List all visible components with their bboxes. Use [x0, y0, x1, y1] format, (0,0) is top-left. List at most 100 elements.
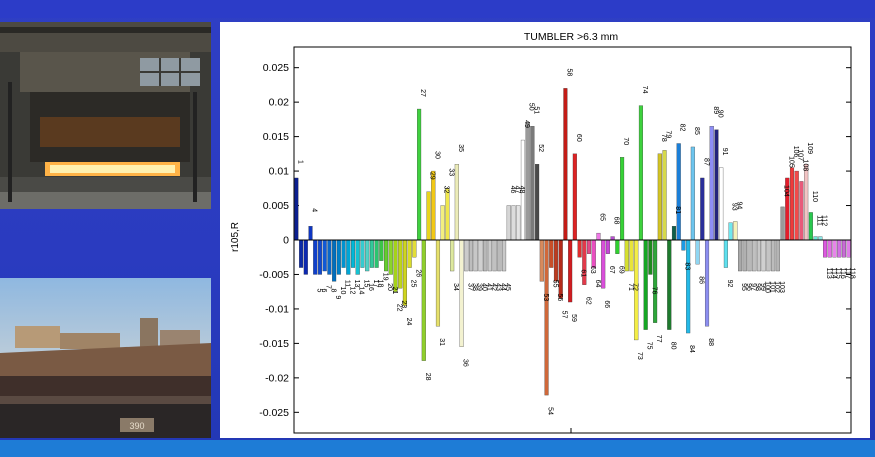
bar-annotation: 9: [334, 295, 341, 299]
y-tick-label: -0.01: [265, 303, 289, 315]
bar-annotation: 110: [811, 191, 818, 202]
bar: [747, 239, 752, 272]
bar: [638, 105, 643, 241]
bar-annotation: 65: [598, 213, 605, 221]
bar-annotation: 40: [480, 283, 487, 291]
bar-annotation: 57: [561, 311, 568, 319]
bar-annotation: 87: [702, 158, 709, 166]
bar-annotation: 41: [485, 283, 492, 291]
bar: [407, 239, 412, 268]
bar-annotation: 97: [750, 283, 757, 291]
bar: [421, 239, 426, 361]
bar-annotation: 108: [801, 160, 808, 172]
bar-annotation: 34: [452, 283, 459, 291]
bar-annotation: 7: [325, 285, 332, 289]
bar: [435, 239, 441, 327]
bar-annotation: 18: [377, 280, 384, 288]
bar: [355, 239, 360, 275]
bar: [341, 239, 346, 268]
bar-annotation: 55: [551, 280, 558, 288]
bar-annotation: 19: [381, 273, 388, 281]
bar: [596, 232, 601, 241]
bar-annotation: 50: [528, 103, 535, 111]
bar: [752, 239, 757, 272]
bar-annotation: 112: [820, 215, 827, 226]
bar: [398, 239, 403, 289]
bar-annotation: 91: [721, 148, 728, 156]
bar-annotation: 31: [438, 338, 445, 346]
bar: [719, 167, 724, 241]
bar-annotation: 26: [414, 269, 421, 277]
bar-annotation: 14: [358, 287, 365, 295]
bar: [402, 239, 407, 306]
bar-annotation: 109: [806, 142, 813, 154]
y-tick-label: 0.02: [269, 97, 290, 109]
bar-annotation: 105: [787, 156, 794, 168]
bar: [539, 239, 544, 282]
bar-annotation: 80: [669, 342, 676, 350]
bar: [473, 239, 478, 272]
bar: [374, 239, 379, 268]
bar: [478, 239, 483, 272]
bar: [846, 239, 851, 258]
bar: [808, 212, 813, 241]
bar: [492, 239, 497, 272]
bar: [818, 236, 823, 241]
bar-annotation: 27: [419, 89, 426, 97]
bar-annotation: 69: [617, 266, 624, 274]
bar: [582, 239, 587, 285]
bar-annotation: 73: [636, 352, 643, 360]
x-tick-label: 105: [562, 436, 580, 438]
bar: [535, 164, 540, 241]
bar-annotation: 118: [849, 268, 856, 279]
bar-annotation: 28: [424, 373, 431, 381]
bar-annotation: 70: [622, 137, 629, 145]
bar: [412, 239, 417, 258]
bar: [572, 153, 577, 241]
bar: [714, 129, 719, 241]
bar-annotation: 52: [537, 144, 544, 152]
bar: [487, 239, 492, 272]
slide-bottom-band: [0, 440, 875, 457]
bar-annotation: 5: [315, 289, 322, 293]
bar: [629, 239, 634, 272]
bar-annotation: 78: [660, 134, 667, 142]
bar-annotation: 42: [490, 283, 497, 291]
bar: [445, 188, 450, 241]
bar-annotation: 12: [348, 287, 355, 295]
y-tick-label: 0.005: [263, 200, 289, 212]
bar-annotation: 17: [372, 280, 379, 288]
bar-annotation: 13: [353, 280, 360, 288]
bar: [577, 239, 582, 258]
bar: [827, 239, 832, 258]
bar: [544, 239, 549, 396]
bar-annotation: 29: [429, 172, 436, 180]
bar-annotation: 43: [495, 283, 502, 291]
sinter-machine-photo: [0, 22, 211, 209]
bar: [350, 239, 356, 268]
bar: [426, 191, 431, 241]
bar: [610, 236, 615, 241]
bar-annotation: 64: [594, 280, 601, 288]
y-tick-label: 0.015: [263, 131, 289, 143]
bar-annotation: 20: [386, 283, 393, 291]
bar-annotation: 24: [405, 318, 412, 326]
bar-annotation: 60: [575, 134, 582, 142]
bar-annotation: 79: [665, 130, 672, 138]
bar-annotation: 21: [391, 287, 398, 295]
bar-annotation: 35: [457, 144, 464, 152]
bar: [837, 239, 842, 258]
bar: [563, 88, 568, 241]
bar-annotation: 47: [513, 186, 520, 194]
y-tick-label: 0.01: [269, 166, 290, 178]
y-axis-label: r105,R: [230, 222, 241, 252]
bar-annotation: 51: [532, 106, 539, 114]
bar-annotation: 104: [783, 185, 790, 197]
bar-annotation: 102: [773, 281, 780, 293]
bar-annotation: 113: [825, 268, 832, 279]
bar-annotation: 94: [735, 201, 742, 209]
bar: [417, 108, 422, 241]
bar: [568, 239, 573, 303]
bar: [756, 239, 762, 272]
bar: [346, 239, 351, 275]
